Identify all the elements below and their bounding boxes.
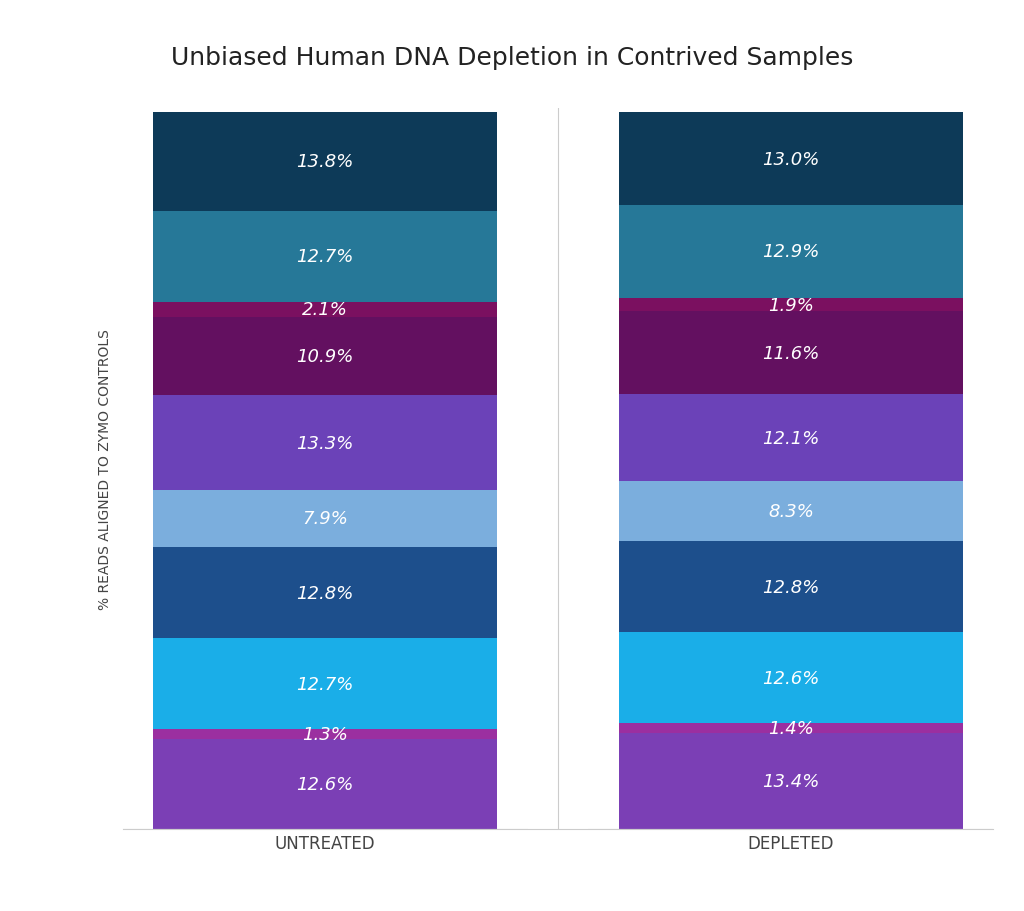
Bar: [154, 739, 498, 829]
Text: 1.9%: 1.9%: [768, 296, 814, 314]
Text: 2.1%: 2.1%: [302, 301, 348, 319]
Y-axis label: % READS ALIGNED TO ZYMO CONTROLS: % READS ALIGNED TO ZYMO CONTROLS: [97, 329, 112, 609]
Bar: [618, 482, 963, 541]
Text: 12.8%: 12.8%: [762, 578, 819, 596]
Text: 12.7%: 12.7%: [297, 675, 354, 693]
Text: 12.8%: 12.8%: [297, 584, 354, 602]
Bar: [154, 302, 498, 318]
Bar: [618, 633, 963, 723]
Text: 11.6%: 11.6%: [762, 344, 819, 363]
Text: 13.8%: 13.8%: [297, 153, 354, 171]
Bar: [154, 730, 498, 739]
Bar: [618, 541, 963, 633]
Text: 13.0%: 13.0%: [762, 150, 819, 169]
Bar: [154, 113, 498, 211]
Text: 10.9%: 10.9%: [297, 347, 354, 365]
Bar: [618, 733, 963, 829]
Text: 13.4%: 13.4%: [762, 772, 819, 790]
Bar: [154, 318, 498, 395]
Bar: [154, 395, 498, 491]
Text: 12.9%: 12.9%: [762, 243, 819, 261]
Bar: [154, 211, 498, 302]
Bar: [618, 312, 963, 395]
Bar: [154, 491, 498, 548]
Text: 8.3%: 8.3%: [768, 503, 814, 520]
Text: 13.3%: 13.3%: [297, 434, 354, 452]
Bar: [618, 113, 963, 206]
Text: 1.3%: 1.3%: [302, 725, 348, 743]
Text: 1.4%: 1.4%: [768, 719, 814, 737]
Text: 12.6%: 12.6%: [762, 669, 819, 687]
Text: 12.7%: 12.7%: [297, 248, 354, 266]
Bar: [618, 723, 963, 733]
Bar: [618, 299, 963, 312]
Bar: [154, 639, 498, 730]
Text: 12.1%: 12.1%: [762, 429, 819, 447]
Text: Unbiased Human DNA Depletion in Contrived Samples: Unbiased Human DNA Depletion in Contrive…: [171, 46, 853, 69]
Bar: [618, 206, 963, 299]
Text: 7.9%: 7.9%: [302, 510, 348, 527]
Text: 12.6%: 12.6%: [297, 775, 354, 793]
Bar: [154, 548, 498, 639]
Bar: [618, 395, 963, 482]
